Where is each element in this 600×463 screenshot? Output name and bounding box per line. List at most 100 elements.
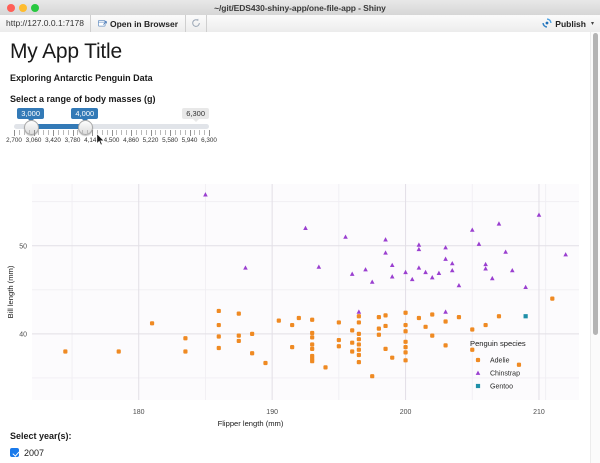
slider-tick-minor — [18, 130, 20, 135]
data-point — [250, 351, 255, 356]
data-point — [483, 261, 488, 267]
data-point — [403, 310, 408, 315]
data-point — [403, 322, 408, 328]
checkbox-checked-icon[interactable] — [10, 448, 19, 457]
slider-tick-label: 4,500 — [103, 137, 120, 144]
slider-tick-label: 5,580 — [162, 137, 178, 144]
x-tick-label: 190 — [266, 409, 278, 416]
data-point — [470, 327, 475, 332]
checkbox-row[interactable]: 2007 — [10, 445, 72, 460]
data-point — [356, 320, 361, 325]
data-point — [536, 212, 542, 217]
refresh-icon — [191, 15, 201, 33]
data-point — [523, 314, 528, 319]
slider-track[interactable] — [14, 124, 209, 129]
slider-handle-max[interactable] — [77, 120, 93, 135]
slider-tick — [111, 130, 113, 136]
data-point — [216, 334, 221, 339]
data-point — [449, 268, 455, 273]
data-point — [310, 353, 315, 359]
y-axis-title: Bill length (mm) — [6, 265, 15, 318]
data-point — [356, 309, 362, 314]
data-point — [443, 256, 448, 261]
year-group-label: Select year(s): — [10, 431, 72, 441]
data-point — [403, 269, 408, 275]
slider-tick-label: 4,860 — [123, 137, 139, 144]
publish-dropdown-caret[interactable]: ▾ — [590, 21, 594, 27]
page-subtitle: Exploring Antarctic Penguin Data — [10, 73, 153, 83]
x-tick-label: 200 — [400, 409, 412, 416]
x-tick-label: 180 — [133, 409, 145, 416]
data-point — [416, 242, 422, 247]
data-point — [430, 312, 435, 317]
data-point — [356, 359, 361, 365]
x-axis-title: Flipper length (mm) — [218, 419, 284, 428]
data-point — [343, 234, 348, 239]
data-point — [443, 245, 448, 250]
slider-tick — [14, 130, 15, 136]
shiny-app-content: My App Title Exploring Antarctic Penguin… — [0, 32, 600, 463]
slider-tick-label: 3,060 — [25, 137, 42, 144]
mouse-cursor — [96, 132, 105, 151]
data-point — [436, 270, 442, 275]
slider-tick-minor — [57, 130, 59, 135]
slider-tick-minor — [87, 130, 89, 135]
data-point — [316, 264, 322, 269]
data-point — [383, 323, 388, 329]
browser-window-icon — [97, 19, 107, 28]
data-point — [356, 314, 361, 319]
slider-tick — [170, 130, 171, 136]
open-in-browser-button[interactable]: Open in Browser — [91, 15, 186, 32]
data-point — [310, 330, 315, 336]
year-checkbox-group: Select year(s): 200720082009 — [10, 431, 72, 463]
slider-tick-minor — [62, 130, 64, 135]
data-point — [516, 362, 522, 367]
zoom-window-button[interactable] — [31, 4, 39, 12]
slider-range-max-label: 6,300 — [182, 108, 209, 122]
close-window-button[interactable] — [7, 4, 15, 12]
data-point — [483, 322, 488, 328]
data-point — [356, 342, 361, 347]
slider-handle-min[interactable] — [23, 120, 39, 135]
data-point — [310, 346, 315, 351]
data-point — [383, 313, 388, 318]
data-point — [389, 274, 395, 279]
slider-min-value-bubble: 3,000 — [17, 108, 45, 122]
data-point — [216, 345, 221, 351]
data-point — [389, 262, 395, 268]
slider-tick — [209, 130, 210, 136]
data-point — [290, 345, 295, 350]
legend-label-gentoo: Gentoo — [490, 384, 513, 391]
slider-tick-minor — [23, 130, 25, 135]
vertical-scrollbar-thumb[interactable] — [593, 33, 598, 335]
scatter-plot-canvas: 180 190 200 210 40 50 Flipper length (mm) Bill … — [6, 184, 579, 428]
data-point — [416, 265, 422, 270]
slider-tick-minor — [155, 130, 157, 135]
refresh-button[interactable] — [186, 15, 207, 32]
body-mass-range-slider[interactable]: 3,000 4,000 6,300 2,700 3,060 3,420 3,780 4,… — [6, 108, 217, 151]
window-titlebar: ~/git/EDS430-shiny-app/one-file-app - Sh… — [0, 0, 600, 16]
minimize-window-button[interactable] — [19, 4, 27, 12]
slider-tick-minor — [179, 130, 181, 135]
slider-tick-minor — [126, 130, 128, 135]
series-gentoo — [523, 314, 528, 319]
slider-tick-label: 5,940 — [181, 137, 198, 144]
legend-marker-adelie — [475, 357, 481, 363]
data-point — [496, 221, 502, 226]
data-point — [356, 331, 361, 336]
data-point — [376, 315, 381, 320]
slider-tick-label: 3,780 — [64, 137, 81, 144]
data-point — [350, 328, 355, 333]
slider-tick — [189, 130, 191, 136]
traffic-light-buttons[interactable] — [7, 4, 39, 12]
data-point — [443, 309, 448, 314]
slider-ticks — [14, 130, 210, 136]
data-point — [290, 322, 295, 328]
slider-tick-minor — [174, 130, 176, 135]
publish-button[interactable]: Publish ▾ — [536, 15, 600, 32]
data-point — [303, 225, 308, 230]
data-point — [310, 342, 315, 347]
data-point — [149, 321, 155, 326]
slider-tick-minor — [140, 130, 142, 135]
data-point — [403, 350, 408, 355]
